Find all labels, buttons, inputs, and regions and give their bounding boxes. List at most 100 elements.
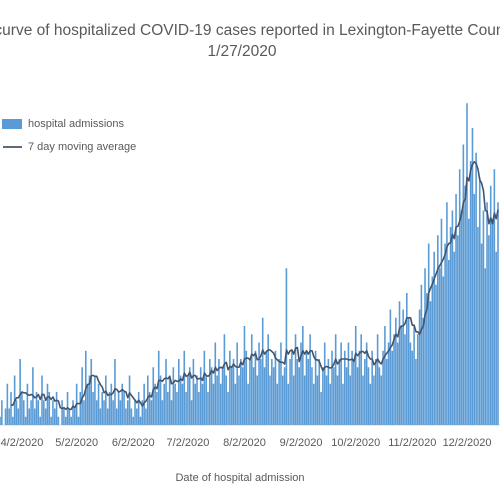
bar <box>157 350 160 425</box>
bar <box>148 392 151 425</box>
bar <box>39 416 41 425</box>
bar <box>64 416 67 425</box>
bar <box>83 400 85 425</box>
bar <box>464 185 466 425</box>
bar <box>291 350 293 425</box>
bar <box>214 342 217 425</box>
bar <box>161 400 164 425</box>
bar <box>97 383 100 425</box>
bar <box>278 359 280 425</box>
bar <box>387 342 390 425</box>
bar <box>294 334 297 425</box>
bar <box>48 392 51 425</box>
bar <box>212 383 215 425</box>
bar <box>260 359 262 425</box>
bar <box>0 416 1 425</box>
x-tick-label: 7/2/2020 <box>167 437 210 449</box>
bar <box>437 235 439 425</box>
bar <box>199 367 202 425</box>
bar <box>415 359 417 425</box>
bar <box>28 408 31 425</box>
bar <box>30 400 32 425</box>
bar <box>203 350 206 425</box>
bar <box>316 375 319 425</box>
bar <box>495 251 497 425</box>
bar <box>340 342 342 425</box>
bar <box>128 375 131 425</box>
bar <box>108 392 111 425</box>
bar <box>209 359 211 425</box>
x-tick-label: 11/2/2020 <box>388 437 436 449</box>
bar <box>271 359 273 425</box>
bar <box>152 367 155 425</box>
bar <box>426 293 428 425</box>
bar <box>183 350 186 425</box>
bar <box>451 210 454 425</box>
bar <box>413 326 415 425</box>
bar <box>179 375 182 425</box>
bar <box>478 177 481 425</box>
bar <box>302 326 304 425</box>
bar <box>424 268 426 425</box>
bar <box>347 342 350 425</box>
bar <box>117 392 120 425</box>
bar <box>364 359 366 425</box>
bar <box>435 284 437 425</box>
bar <box>300 342 302 425</box>
bar <box>488 235 490 425</box>
bar <box>477 227 479 425</box>
bar <box>176 392 178 425</box>
bar <box>493 169 496 425</box>
bar <box>314 350 317 425</box>
bar <box>409 342 412 425</box>
x-tick-label: 12/2/2020 <box>443 437 492 449</box>
bar <box>165 359 167 425</box>
bar <box>318 359 321 425</box>
bar <box>376 334 379 425</box>
bar <box>207 392 209 425</box>
bar <box>194 383 197 425</box>
bar <box>95 400 98 425</box>
bar <box>272 367 275 425</box>
bar <box>132 416 135 425</box>
bar <box>90 359 93 425</box>
bar <box>198 392 200 425</box>
bar <box>110 383 113 425</box>
bar <box>105 375 107 425</box>
bar <box>444 243 446 425</box>
bar <box>384 326 386 425</box>
bar <box>289 359 291 425</box>
bar <box>354 326 357 425</box>
bar <box>174 383 176 425</box>
bar <box>367 367 370 425</box>
bar <box>453 251 456 425</box>
bar <box>216 375 218 425</box>
bar <box>449 227 452 425</box>
bar <box>227 392 229 425</box>
bar <box>469 161 472 425</box>
bar <box>52 400 54 425</box>
bar <box>145 408 147 425</box>
bar <box>243 326 246 425</box>
bar <box>121 383 124 425</box>
bar <box>101 392 103 425</box>
bar <box>369 383 372 425</box>
bar <box>486 202 488 425</box>
bar <box>130 408 133 425</box>
x-tick-label: 10/2/2020 <box>331 437 380 449</box>
bar <box>234 383 237 425</box>
bar <box>77 416 80 425</box>
bar <box>6 383 9 425</box>
legend-label: hospital admissions <box>28 118 124 130</box>
x-axis-label: Date of hospital admission <box>175 472 304 484</box>
bar <box>22 400 25 425</box>
bar <box>442 276 445 425</box>
bar <box>219 383 222 425</box>
bar <box>250 334 253 425</box>
bar <box>283 367 286 425</box>
x-tick-label: 6/2/2020 <box>112 437 155 449</box>
bar <box>247 383 249 425</box>
bar <box>123 392 125 425</box>
bar <box>218 359 220 425</box>
bar <box>168 375 171 425</box>
